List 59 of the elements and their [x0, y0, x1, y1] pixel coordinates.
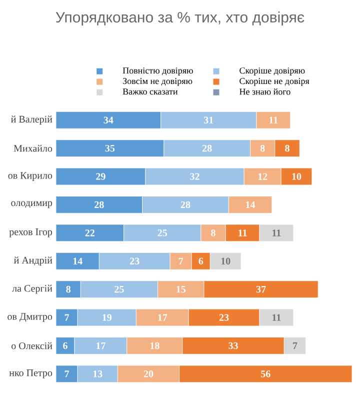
- data-label: 31: [204, 116, 214, 124]
- legend-label: Скоріше довіряю: [240, 68, 305, 76]
- data-label: 6: [198, 258, 204, 264]
- y-tick-label: ла Сергій: [12, 284, 52, 294]
- data-label: 28: [94, 201, 104, 208]
- data-label: 22: [85, 230, 94, 236]
- data-label: 8: [285, 144, 290, 152]
- data-label: 37: [256, 286, 266, 293]
- legend-label: Зовсім не довіряю: [123, 78, 192, 86]
- y-tick-label: ов Кирило: [8, 172, 52, 181]
- legend-label: Повністю довіряю: [122, 68, 193, 76]
- data-label: 11: [272, 230, 281, 236]
- y-tick-label: Михайло: [14, 144, 52, 152]
- data-label: 34: [104, 116, 114, 124]
- data-label: 29: [96, 173, 106, 180]
- data-label: 10: [221, 258, 230, 264]
- chart-title: Упорядковано за % тих, хто довіряє: [56, 12, 304, 26]
- data-label: 11: [269, 116, 278, 124]
- data-label: 23: [219, 314, 229, 321]
- data-label: 8: [211, 230, 216, 236]
- data-label: 7: [64, 314, 70, 321]
- data-label: 6: [63, 342, 68, 350]
- data-label: 20: [144, 370, 154, 378]
- data-label: 25: [114, 286, 124, 293]
- data-label: 56: [261, 370, 270, 378]
- data-label: 7: [64, 370, 70, 378]
- y-tick-label: ов Дмитро: [8, 313, 52, 322]
- data-label: 11: [272, 314, 281, 321]
- data-label: 28: [180, 201, 190, 208]
- legend-label: Скоріше не довіря: [240, 78, 310, 86]
- data-label: 8: [260, 144, 265, 152]
- data-label: 25: [158, 230, 168, 236]
- data-label: 10: [292, 173, 302, 180]
- data-label: 32: [190, 173, 200, 180]
- data-label: 15: [176, 286, 186, 293]
- y-tick-label: нко Петро: [9, 370, 52, 378]
- data-label: 28: [202, 144, 212, 152]
- y-tick-label: рехов Ігор: [9, 228, 52, 238]
- data-label: 19: [102, 314, 112, 321]
- data-label: 17: [96, 342, 106, 350]
- data-label: 8: [66, 286, 71, 293]
- data-label: 14: [73, 258, 82, 264]
- legend-label: Важко сказати: [122, 88, 178, 95]
- data-label: 17: [158, 314, 168, 321]
- y-tick-label: й Валерій: [11, 116, 52, 125]
- data-label: 18: [150, 342, 160, 350]
- data-label: 33: [228, 342, 238, 350]
- data-label: 7: [178, 258, 184, 264]
- data-label: 7: [293, 342, 298, 349]
- legend-label: Не знаю його: [240, 88, 290, 95]
- y-tick-label: й Андрій: [14, 256, 52, 266]
- data-label: 11: [238, 230, 247, 236]
- data-label: 12: [258, 173, 268, 180]
- y-tick-label: о Олексій: [12, 342, 52, 350]
- data-label: 13: [93, 370, 102, 378]
- data-label: 35: [105, 144, 115, 152]
- data-label: 23: [130, 258, 140, 264]
- y-tick-label: олодимир: [11, 201, 52, 208]
- data-label: 14: [246, 201, 256, 208]
